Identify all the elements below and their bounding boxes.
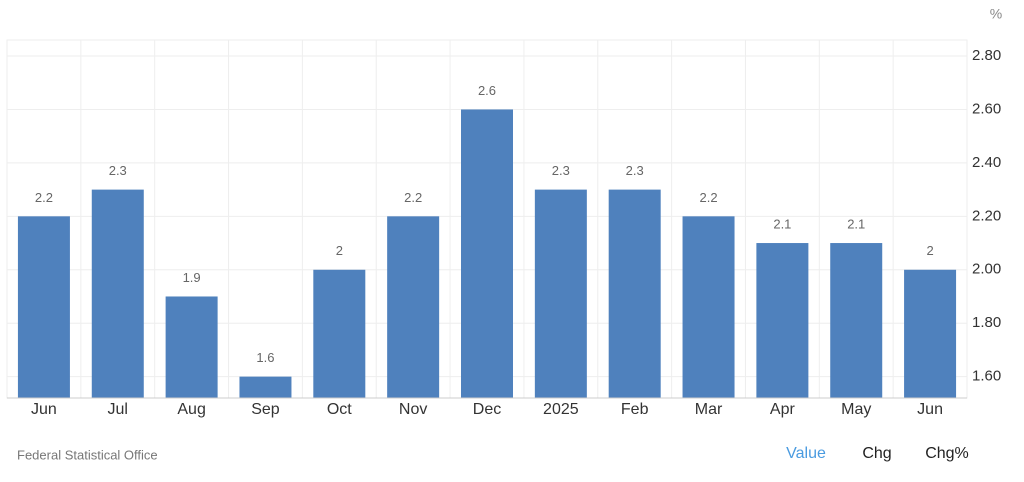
unit-label: % [990, 6, 1002, 22]
x-tick-label: Sep [251, 401, 280, 418]
bar [387, 216, 440, 398]
bar [91, 189, 144, 398]
bar [756, 243, 809, 398]
bar [239, 376, 292, 398]
y-tick-label: 2.20 [972, 207, 1001, 224]
data-label: 2.1 [773, 216, 791, 231]
x-tick-label: Oct [327, 401, 352, 418]
data-label: 2.3 [626, 163, 644, 178]
bar [461, 109, 513, 399]
y-tick-label: 2.60 [972, 100, 1001, 117]
chg-pct-button[interactable]: Chg% [925, 445, 969, 462]
data-label: 2.2 [404, 190, 422, 205]
bar [534, 189, 587, 398]
bar [904, 269, 957, 398]
x-tick-label: May [841, 401, 871, 418]
x-tick-label: Jun [917, 401, 943, 418]
x-tick-label: 2025 [543, 401, 579, 418]
x-tick-label: Jun [31, 401, 57, 418]
y-tick-label: 1.80 [972, 314, 1001, 331]
data-label: 2 [336, 243, 343, 258]
x-tick-label: Nov [399, 401, 427, 418]
data-label: 2.3 [109, 163, 127, 178]
y-tick-label: 2.80 [972, 47, 1001, 64]
bar [682, 216, 735, 398]
data-label: 2.6 [478, 83, 496, 98]
bar [313, 269, 366, 398]
x-tick-label: Jul [108, 401, 128, 418]
y-tick-label: 2.40 [972, 154, 1001, 171]
x-tick-label: Dec [473, 401, 501, 418]
x-tick-label: Feb [621, 401, 649, 418]
data-label: 2 [926, 243, 933, 258]
source: Federal Statistical Office [17, 447, 158, 462]
bar [830, 243, 883, 398]
data-label: 2.2 [699, 190, 717, 205]
x-tick-label: Aug [177, 401, 205, 418]
bar [608, 189, 661, 398]
x-tick-label: Mar [695, 401, 723, 418]
data-label: 1.9 [183, 270, 201, 285]
y-tick-label: 2.00 [972, 261, 1001, 278]
data-label: 1.6 [256, 350, 274, 365]
data-label: 2.1 [847, 216, 865, 231]
bar [165, 296, 218, 398]
data-label: 2.3 [552, 163, 570, 178]
data-label: 2.2 [35, 190, 53, 205]
y-tick-label: 1.60 [972, 368, 1001, 385]
value-button[interactable]: Value [786, 445, 826, 462]
chg-button[interactable]: Chg [862, 445, 891, 462]
x-tick-label: Apr [770, 401, 796, 418]
bar [17, 216, 70, 398]
